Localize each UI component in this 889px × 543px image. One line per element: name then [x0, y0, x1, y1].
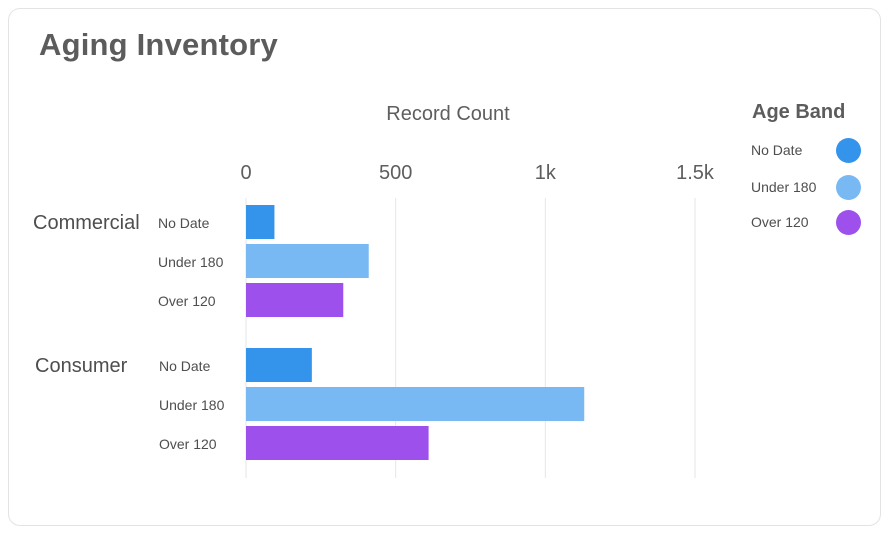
- chart-title: Aging Inventory: [39, 27, 278, 62]
- x-tick-label: 1k: [535, 162, 557, 184]
- category-label: Over 120: [159, 436, 217, 452]
- bar[interactable]: [246, 387, 585, 421]
- bar[interactable]: [246, 348, 312, 382]
- legend-item-label: Under 180: [751, 179, 817, 195]
- legend-item[interactable]: Under 180: [751, 174, 861, 200]
- category-label: No Date: [158, 215, 210, 231]
- legend-title: Age Band: [752, 101, 846, 123]
- legend-swatch-icon: [836, 209, 861, 235]
- legend-item[interactable]: No Date: [751, 137, 861, 163]
- legend-item-label: Over 120: [751, 214, 809, 230]
- group-label: Commercial: [33, 212, 140, 234]
- group-label: Consumer: [35, 355, 128, 377]
- bar[interactable]: [246, 205, 275, 239]
- legend-item[interactable]: Over 120: [751, 209, 861, 235]
- legend-swatch-icon: [836, 174, 861, 200]
- bar[interactable]: [246, 283, 344, 317]
- category-label: Under 180: [158, 254, 224, 270]
- x-tick-label: 1.5k: [676, 162, 715, 184]
- bar[interactable]: [246, 244, 369, 278]
- x-tick-label: 500: [379, 162, 412, 184]
- category-label: Under 180: [159, 397, 225, 413]
- legend-item-label: No Date: [751, 142, 803, 158]
- legend-swatch-icon: [836, 137, 861, 163]
- x-tick-label: 0: [240, 162, 251, 184]
- x-axis-title: Record Count: [386, 103, 510, 125]
- bar[interactable]: [246, 426, 429, 460]
- chart-card: Aging Inventory: [8, 8, 881, 526]
- category-label: No Date: [159, 358, 211, 374]
- category-label: Over 120: [158, 293, 216, 309]
